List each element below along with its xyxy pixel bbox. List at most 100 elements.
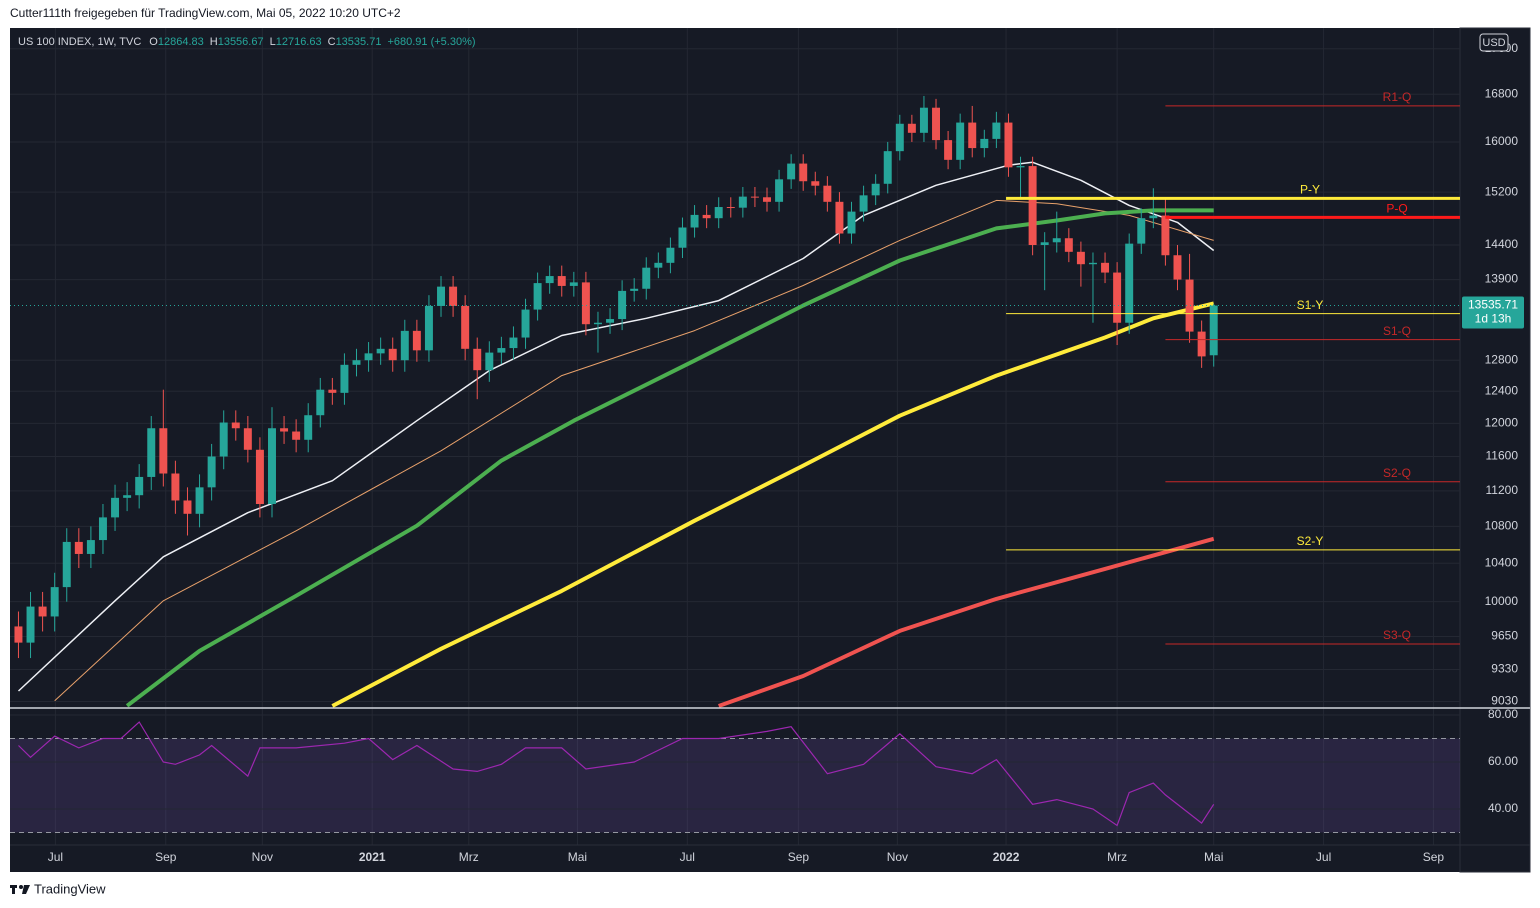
candle-body (1052, 238, 1061, 243)
indicator-line (718, 536, 1215, 708)
candle-body (1113, 272, 1122, 323)
candle-body (38, 606, 47, 617)
logo-part (19, 885, 23, 889)
candle-body (231, 422, 240, 429)
candle-body (509, 337, 518, 349)
logo-part (12, 885, 15, 894)
candle-body (352, 360, 361, 365)
y-tick-label: 10400 (1485, 555, 1519, 569)
x-tick-label: Jul (1316, 850, 1331, 864)
candle-body (775, 179, 784, 202)
candle-body (219, 422, 228, 457)
candle-body (823, 185, 832, 202)
pivot-label: S1-Y (1297, 298, 1324, 312)
candle-body (412, 330, 421, 351)
x-tick-label: Mai (1204, 850, 1223, 864)
x-tick-label: Nov (887, 850, 908, 864)
candle-body (859, 195, 868, 212)
candle-body (1076, 251, 1085, 265)
candle-body (895, 123, 904, 152)
y-tick-label: 15200 (1485, 184, 1519, 198)
candle-body (364, 353, 373, 361)
candle-body (461, 305, 470, 349)
x-tick-label: Nov (252, 850, 273, 864)
candle-body (1064, 238, 1073, 252)
price-badge-value: 13535.71 (1468, 298, 1518, 312)
footer-brand: TradingView (34, 881, 106, 896)
candle-body (424, 305, 433, 351)
logo-part (22, 885, 30, 894)
y-tick-label: 11200 (1486, 483, 1519, 497)
candle-body (449, 286, 458, 306)
candle-body (1016, 166, 1025, 168)
chart-header: US 100 INDEX, 1W, TVC O12864.83 H13556.67 L… (18, 36, 476, 48)
candle-body (485, 352, 494, 371)
candle-body (787, 163, 796, 180)
x-tick-label: Mrz (1107, 850, 1127, 864)
candle-body (678, 227, 687, 248)
y-tick-label: 12000 (1485, 416, 1519, 430)
x-tick-label: 2021 (359, 850, 386, 864)
candle-body (1197, 331, 1206, 357)
chart-layer: Jul Sep Nov 2021 Mrz Mai Jul Sep Nov 2022 Mrz Mai Ju… (10, 28, 1530, 864)
candle-body (304, 415, 313, 440)
y-tick-label: 11600 (1486, 449, 1519, 463)
candle-body (255, 449, 264, 505)
chart-title: US 100 INDEX, 1W, TVC (18, 36, 141, 48)
candle-body (1040, 242, 1049, 246)
candle-body (714, 207, 723, 219)
candle-body (1125, 243, 1134, 323)
candle-body (1209, 305, 1218, 356)
candle-body (847, 211, 856, 234)
ohlc-prefix: L (270, 36, 276, 48)
x-tick-label: 2022 (993, 850, 1020, 864)
ohlc-value: 12864.83 (158, 36, 204, 48)
candle-body (1137, 218, 1146, 244)
candle-body (690, 214, 699, 228)
y-tick-label: 16800 (1485, 86, 1519, 100)
ohlc-prefix: C (328, 36, 336, 48)
ohlc-prefix: H (210, 36, 218, 48)
candle-body (907, 123, 916, 133)
x-tick-label: Mrz (459, 850, 479, 864)
y-tick-label: 60.00 (1488, 754, 1518, 768)
candle-body (871, 183, 880, 196)
pivot-label: P-Y (1300, 182, 1320, 196)
change-label: +680.91 (+5.30%) (387, 36, 475, 48)
candle-body (123, 495, 132, 498)
candle-body (280, 428, 289, 432)
candle-body (1173, 255, 1182, 280)
ohlc-value: 13535.71 (336, 36, 382, 48)
candle-body (932, 107, 941, 141)
currency-badge (1479, 33, 1509, 52)
y-tick-label: 9030 (1491, 694, 1518, 708)
pivot-label: P-Q (1386, 202, 1407, 216)
indicator-line (17, 161, 1215, 692)
y-tick-label: 40.00 (1488, 801, 1518, 815)
candle-body (340, 364, 349, 393)
y-tick-label: 10800 (1485, 519, 1519, 533)
share-text: Cutter111th freigegeben für TradingView.… (10, 6, 401, 20)
candle-body (654, 262, 663, 268)
candle-body (606, 319, 615, 323)
candle-body (545, 276, 554, 284)
candle-body (316, 389, 325, 416)
candle-body (1028, 166, 1037, 246)
indicator-line (54, 199, 1214, 702)
indicator-line (125, 208, 1214, 708)
price-badge (1462, 296, 1524, 329)
candle-body (811, 181, 820, 186)
candle-body (1088, 262, 1097, 265)
x-tick-label: Sep (1423, 850, 1445, 864)
y-tick-label: 12800 (1485, 352, 1519, 366)
candle-body (497, 348, 506, 353)
candle-body (980, 138, 989, 149)
candle-body (376, 348, 385, 354)
y-tick-label: 9650 (1491, 629, 1518, 643)
price-axis (1459, 27, 1531, 873)
candle-body (533, 283, 542, 310)
countdown: 1d 13h (1475, 312, 1512, 326)
y-tick-label: 9330 (1491, 662, 1518, 676)
candle-body (147, 428, 156, 477)
